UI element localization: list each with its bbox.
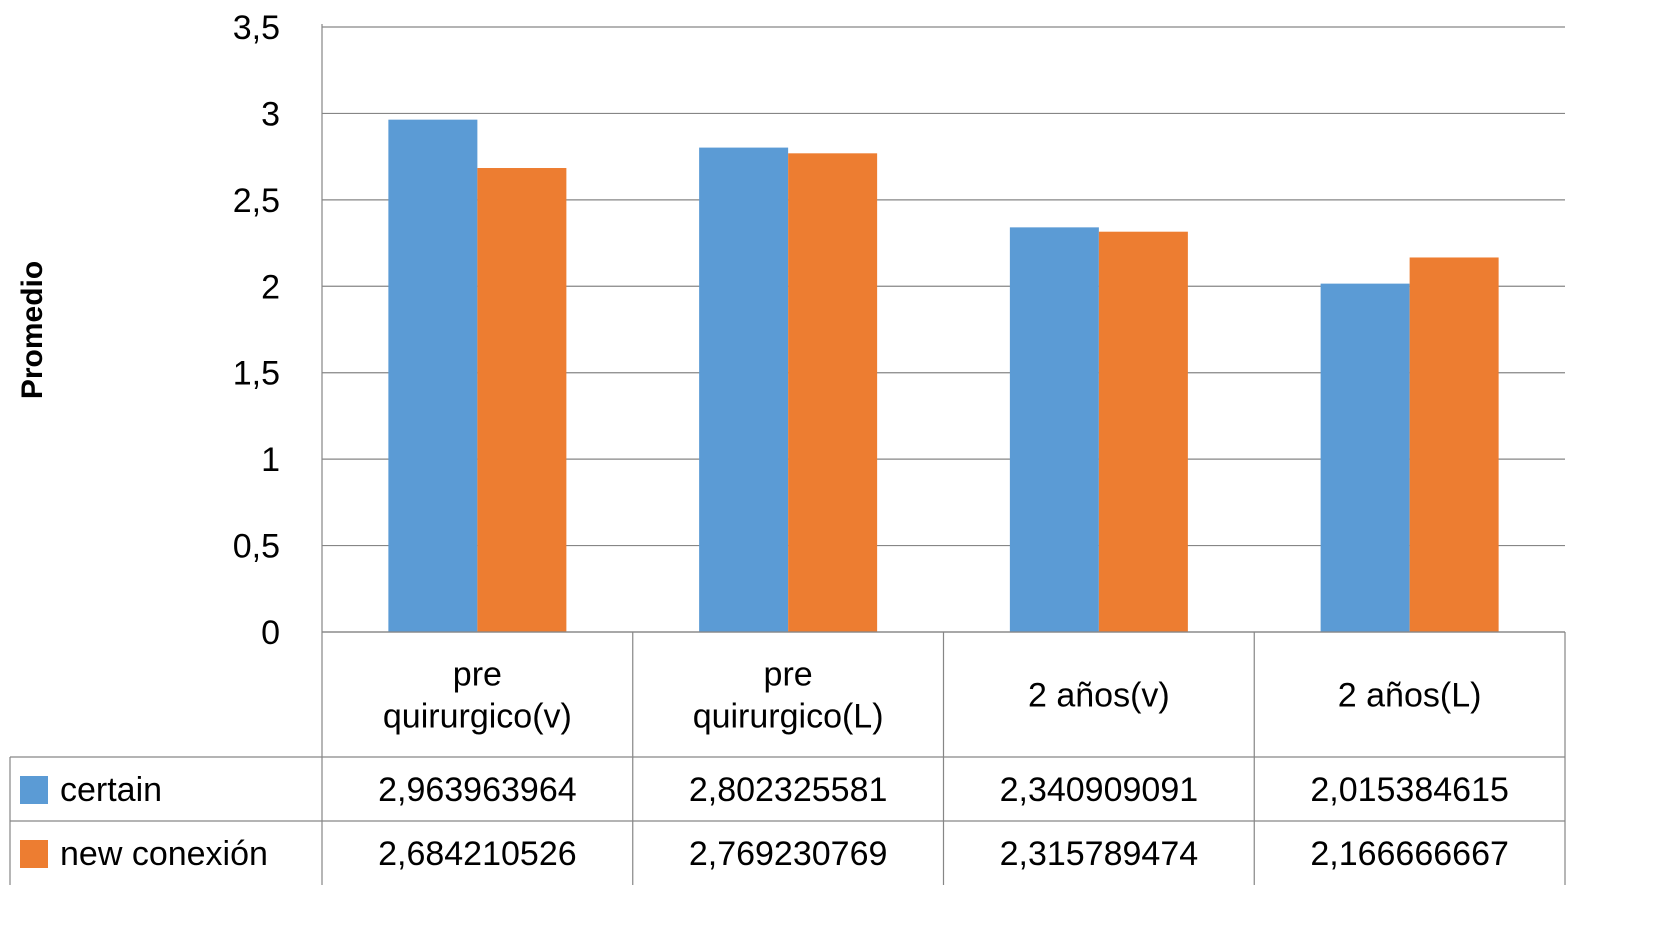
data-label: 2,963963964 bbox=[378, 771, 577, 809]
data-label: 2,769230769 bbox=[689, 835, 888, 873]
category-label: 2 años(L) bbox=[1338, 677, 1482, 715]
series-name: certain bbox=[60, 771, 162, 809]
data-table: pre quirurgico(v) pre quirurgico(L) 2 años(v… bbox=[9, 631, 1566, 885]
bar bbox=[388, 119, 478, 632]
category-label: quirurgico(v) bbox=[383, 698, 572, 736]
bar bbox=[1409, 257, 1499, 632]
y-tick-label: 2,5 bbox=[233, 182, 280, 220]
data-label: 2,315789474 bbox=[1000, 835, 1199, 873]
series-name: new conexión bbox=[60, 835, 268, 873]
bar bbox=[477, 168, 567, 632]
category-label: quirurgico(L) bbox=[693, 698, 884, 736]
y-tick-label: 1,5 bbox=[233, 355, 280, 393]
y-tick-label: 0 bbox=[261, 614, 280, 652]
bar bbox=[1098, 231, 1188, 632]
y-axis-label: Promedio bbox=[16, 261, 49, 399]
legend-key bbox=[20, 776, 48, 804]
data-label: 2,802325581 bbox=[689, 771, 888, 809]
legend-key bbox=[20, 840, 48, 868]
bars bbox=[388, 119, 1499, 633]
bar bbox=[1009, 227, 1099, 632]
data-label: 2,166666667 bbox=[1310, 835, 1509, 873]
y-tick-label: 1 bbox=[261, 441, 280, 479]
bar bbox=[788, 153, 878, 633]
data-label: 2,015384615 bbox=[1310, 771, 1509, 809]
category-label: 2 años(v) bbox=[1028, 677, 1170, 715]
bar bbox=[699, 147, 789, 632]
bar bbox=[1320, 283, 1410, 632]
y-tick-label: 3,5 bbox=[233, 9, 280, 47]
category-label: pre bbox=[764, 656, 813, 694]
y-tick-label: 3 bbox=[261, 95, 280, 133]
y-tick-label: 2 bbox=[261, 268, 280, 306]
data-label: 2,340909091 bbox=[1000, 771, 1199, 809]
y-tick-label: 0,5 bbox=[233, 528, 280, 566]
data-label: 2,684210526 bbox=[378, 835, 577, 873]
category-label: pre bbox=[453, 656, 502, 694]
y-tick-labels: 0 0,5 1 1,5 2 2,5 3 3,5 bbox=[233, 9, 280, 652]
